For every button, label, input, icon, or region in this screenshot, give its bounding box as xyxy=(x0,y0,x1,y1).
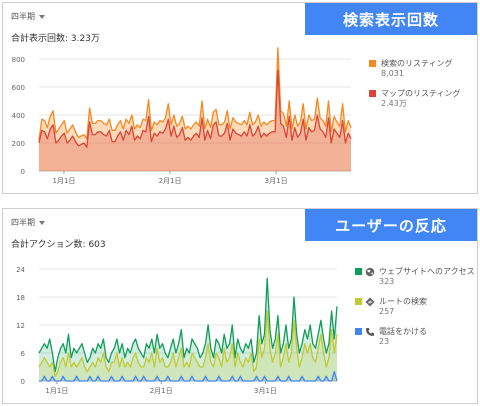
legend-item-search: 検索のリスティング 8,031 xyxy=(369,59,461,79)
y-tick-label: 400 xyxy=(12,112,25,120)
phone-icon xyxy=(366,328,374,336)
legend-item-website: ウェブサイトへのアクセス 323 xyxy=(355,267,475,287)
legend-value: 257 xyxy=(379,307,395,316)
period-label: 四半期 xyxy=(11,12,35,21)
total-impressions: 合計表示回数: 3.23万 xyxy=(11,34,100,44)
y-tick-label: 600 xyxy=(12,84,25,92)
series-line-0 xyxy=(38,47,352,141)
period-label: 四半期 xyxy=(11,218,35,227)
x-tick-label: 3月1日 xyxy=(254,387,277,395)
legend-label: 電話をかける xyxy=(379,327,427,336)
series-area-1 xyxy=(39,70,351,171)
series-line-2 xyxy=(39,371,338,382)
y-tick-label: 6 xyxy=(21,350,26,358)
legend-item-calls: 電話をかける 23 xyxy=(355,327,475,347)
legend-value: 23 xyxy=(379,337,390,346)
legend-label: ウェブサイトへのアクセス xyxy=(379,267,475,276)
period-selector[interactable]: 四半期 xyxy=(11,11,45,22)
actions-legend: ウェブサイトへのアクセス 323 ルートの検索 257 電話をかける 23 xyxy=(355,267,475,357)
legend-item-directions: ルートの検索 257 xyxy=(355,297,475,317)
actions-panel: 四半期 合計アクション数: 603 ユーザーの反応 0 6 12 18 24 1月1日 2月… xyxy=(2,208,478,404)
globe-icon xyxy=(365,267,375,277)
y-tick-label: 0 xyxy=(21,168,25,176)
caret-down-icon xyxy=(39,220,45,225)
series-line-1 xyxy=(38,69,352,148)
legend-label: ルートの検索 xyxy=(379,297,427,306)
series-line-0 xyxy=(38,277,338,373)
directions-icon xyxy=(365,297,375,307)
y-tick-label: 0 xyxy=(21,378,25,386)
legend-label: マップのリスティング xyxy=(381,89,461,98)
x-tick-label: 2月1日 xyxy=(159,177,182,185)
series-area-0 xyxy=(39,47,351,171)
x-tick-label: 2月1日 xyxy=(150,387,173,395)
impressions-banner: 検索表示回数 xyxy=(305,3,477,35)
series-line-1 xyxy=(38,310,338,377)
total-actions: 合計アクション数: 603 xyxy=(11,240,106,250)
y-tick-label: 24 xyxy=(16,266,25,274)
legend-swatch xyxy=(355,268,362,275)
actions-banner: ユーザーの反応 xyxy=(305,209,477,241)
legend-label: 検索のリスティング xyxy=(381,59,453,68)
x-tick-label: 1月1日 xyxy=(52,177,75,185)
legend-value: 323 xyxy=(379,277,395,286)
actions-chart: 0 6 12 18 24 1月1日 2月1日 3月1日 xyxy=(16,266,338,395)
y-tick-label: 12 xyxy=(16,322,25,330)
y-tick-label: 18 xyxy=(16,294,25,302)
legend-swatch xyxy=(369,60,376,67)
legend-value: 8,031 xyxy=(381,69,404,78)
legend-swatch xyxy=(369,90,376,97)
legend-swatch xyxy=(355,298,362,305)
period-selector[interactable]: 四半期 xyxy=(11,217,45,228)
y-tick-label: 200 xyxy=(12,140,25,148)
impressions-chart: 0 200 400 600 800 1月1日 2月1日 3月1日 xyxy=(12,47,352,185)
legend-item-maps: マップのリスティング 2.43万 xyxy=(369,89,461,109)
caret-down-icon xyxy=(39,14,45,19)
impressions-panel: 四半期 合計表示回数: 3.23万 検索表示回数 0 200 400 600 800 1月… xyxy=(2,2,478,194)
series-area-1 xyxy=(39,311,337,381)
legend-value: 2.43万 xyxy=(381,99,407,108)
legend-swatch xyxy=(355,328,362,335)
x-tick-label: 1月1日 xyxy=(45,387,68,395)
impressions-legend: 検索のリスティング 8,031 マップのリスティング 2.43万 xyxy=(369,59,461,119)
x-tick-label: 3月1日 xyxy=(265,177,288,185)
y-tick-label: 800 xyxy=(12,56,25,64)
